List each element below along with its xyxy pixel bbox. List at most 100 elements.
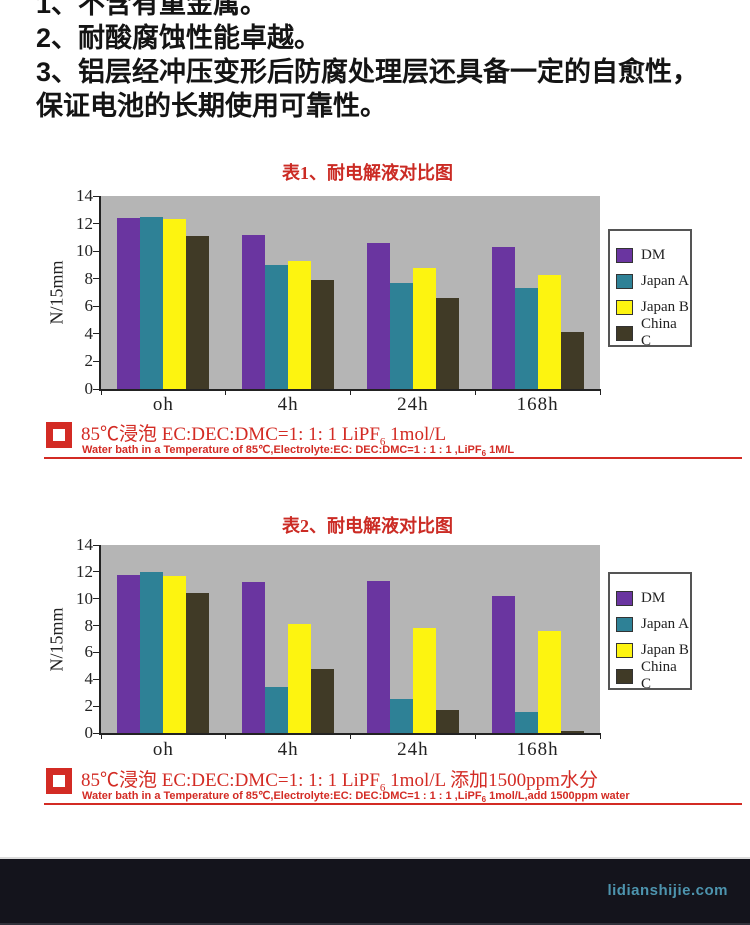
chart1-ytick-12: 12 — [76, 213, 93, 233]
chart1-bar-dm-4h — [242, 235, 266, 389]
chart2-x-axis — [99, 733, 600, 735]
chart1-xtickmark-4 — [599, 389, 601, 395]
note-text: 1mol/L,add 1500ppm water — [486, 790, 630, 802]
chart1-ytickmark-4 — [93, 333, 100, 335]
chart1-bar-dm-24h — [366, 242, 390, 389]
chart2-ytick-12: 12 — [76, 561, 93, 581]
chart1-bar-china-c-oh — [186, 235, 210, 389]
chart1-bar-china-c-4h — [311, 280, 335, 389]
chart1-legend-item-japan-a: Japan A — [610, 268, 690, 294]
chart1-xtickmark-2 — [350, 389, 351, 395]
legend-swatch-icon — [616, 247, 633, 263]
legend-swatch-icon — [616, 325, 633, 341]
legend-label: China C — [641, 659, 677, 692]
chart1-ytick-10: 10 — [76, 241, 93, 261]
chart2-ytickmark-0 — [93, 732, 100, 734]
chart1-legend-item-dm: DM — [610, 242, 690, 268]
chart1-note-en: Water bath in a Temperature of 85℃,Elect… — [82, 443, 514, 458]
legend-label: DM — [641, 246, 666, 263]
legend-label: Japan A — [641, 615, 689, 632]
chart1-bar-china-c-168h — [560, 332, 584, 389]
chart2-ytick-8: 8 — [84, 615, 94, 635]
note-text: 85℃浸泡 EC:DEC:DMC=1: 1: 1 LiPF — [81, 770, 380, 791]
intro-line-2: 2、耐酸腐蚀性能卓越。 — [36, 23, 322, 53]
chart2-bar-japan-b-168h — [537, 630, 561, 733]
chart2-title: 表2、耐电解液对比图 — [282, 516, 453, 536]
subscript: 6 — [379, 781, 386, 794]
chart2-bar-japan-a-24h — [389, 699, 413, 733]
chart1-ytickmark-14 — [93, 195, 100, 197]
chart2-ytick-2: 2 — [84, 696, 94, 716]
chart2-legend: DM Japan A Japan B China C — [608, 572, 692, 692]
chart2-xlabel-4h: 4h — [277, 739, 299, 760]
chart2-ytickmark-6 — [93, 651, 100, 653]
chart2-bar-china-c-168h — [560, 730, 584, 733]
legend-swatch-icon — [616, 668, 633, 684]
chart1-bar-japan-a-168h — [514, 288, 538, 389]
intro-line-3: 3、铝层经冲压变形后防腐处理层还具备一定的自愈性， — [36, 57, 700, 87]
note-text: Water bath in a Temperature of 85℃,Elect… — [82, 444, 482, 456]
chart2-bar-china-c-24h — [435, 710, 459, 733]
intro-text: 1、不含有重金属。 2、耐酸腐蚀性能卓越。 3、铝层经冲压变形后防腐处理层还具备… — [36, 0, 699, 123]
chart2-xtickmark-4 — [599, 733, 601, 739]
legend-swatch-icon — [616, 299, 633, 315]
note-text: 85℃浸泡 EC:DEC:DMC=1: 1: 1 LiPF — [81, 424, 380, 445]
watermark-text: lidianshijie.com — [607, 882, 728, 899]
chart2-xtickmark-2 — [350, 733, 351, 739]
chart1-bar-china-c-24h — [435, 298, 459, 389]
chart2-ytickmark-8 — [93, 625, 100, 627]
chart1-ytickmark-0 — [93, 388, 100, 390]
chart1-bar-dm-oh — [117, 218, 141, 389]
chart2-bar-dm-24h — [366, 581, 390, 733]
chart2-legend-item-china-c: China C — [610, 659, 690, 692]
chart1-xlabel-24h: 24h — [397, 394, 429, 415]
chart1-note-underline — [44, 457, 742, 459]
chart1-ytickmark-8 — [93, 278, 100, 280]
chart2-ytick-10: 10 — [76, 588, 93, 608]
subscript: 6 — [379, 435, 386, 448]
note-text: 1M/L — [486, 444, 515, 456]
chart1-bar-dm-168h — [491, 247, 515, 389]
chart2-ytickmark-14 — [93, 544, 100, 546]
chart1-ytickmark-10 — [93, 250, 100, 252]
chart2-bar-japan-a-168h — [514, 711, 538, 733]
chart2-bar-japan-a-oh — [140, 571, 164, 733]
chart2-ytick-4: 4 — [84, 669, 94, 689]
subscript: 6 — [481, 795, 487, 805]
intro-line-4: 保证电池的长期使用可靠性。 — [36, 91, 387, 121]
chart2-bar-japan-b-4h — [288, 624, 312, 733]
chart2-ytick-14: 14 — [76, 535, 93, 554]
red-square-bullet-icon — [46, 422, 72, 448]
legend-label: Japan B — [641, 641, 689, 658]
subscript: 6 — [481, 449, 487, 459]
chart2-ytick-6: 6 — [84, 642, 94, 662]
chart1-bar-japan-b-24h — [412, 267, 436, 389]
chart2-xlabel-oh: oh — [152, 739, 174, 760]
chart1-ytickmark-6 — [93, 305, 100, 307]
chart2-bar-dm-4h — [242, 581, 266, 733]
chart1-xtickmark-1 — [225, 389, 227, 395]
footer-bar: lidianshijie.com — [0, 857, 750, 925]
chart2-note-underline — [44, 803, 742, 805]
legend-swatch-icon — [616, 590, 633, 606]
chart2-bar-china-c-oh — [186, 593, 210, 733]
chart1-legend-item-japan-b: Japan B — [610, 294, 690, 320]
chart2-ytick-0: 0 — [84, 723, 94, 742]
chart1-xlabel-oh: oh — [152, 394, 174, 415]
chart1-y-axis — [99, 196, 101, 391]
legend-label: DM — [641, 589, 666, 606]
chart2-ytickmark-2 — [93, 705, 100, 707]
chart1-bar-japan-b-4h — [288, 260, 312, 389]
chart2-y-axis — [99, 545, 101, 735]
legend-swatch-icon — [616, 642, 633, 658]
note-text: 1mol/L 添加1500ppm水分 — [385, 770, 598, 791]
chart1-note-cn: 85℃浸泡 EC:DEC:DMC=1: 1: 1 LiPF6 1mol/L — [81, 419, 446, 448]
chart1-bar-japan-a-4h — [265, 264, 289, 389]
chart2-xtickmark-3 — [474, 733, 476, 739]
note-text: Water bath in a Temperature of 85℃,Elect… — [82, 790, 482, 802]
chart1-bar-japan-b-oh — [163, 219, 187, 389]
chart1-xtickmark-0 — [100, 389, 102, 395]
chart1-title: 表1、耐电解液对比图 — [282, 163, 453, 183]
legend-swatch-icon — [616, 273, 633, 289]
chart1-ytick-6: 6 — [84, 296, 94, 316]
